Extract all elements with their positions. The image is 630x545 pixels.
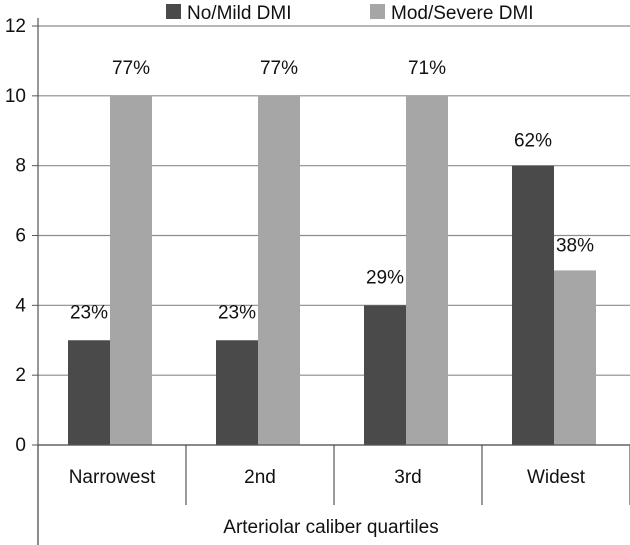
data-label: 38%: [556, 235, 594, 256]
data-labels: 23% 77% 23% 77% 29% 71% 62% 38%: [70, 58, 594, 323]
bar-no-mild: [512, 165, 554, 445]
data-label: 71%: [408, 58, 446, 79]
legend-swatch: [166, 4, 181, 19]
data-label: 77%: [260, 58, 298, 79]
bar-no-mild: [216, 340, 258, 445]
y-tick-label: 12: [5, 16, 26, 37]
y-tick-label: 0: [15, 435, 26, 456]
bar-no-mild: [68, 340, 110, 445]
legend-swatch: [370, 4, 385, 19]
bar-no-mild: [364, 305, 406, 445]
bar-mod-severe: [554, 270, 596, 445]
y-tick-label: 4: [15, 295, 26, 316]
x-category-label: Widest: [527, 467, 586, 488]
bar-mod-severe: [110, 95, 152, 445]
x-category-label: 3rd: [394, 467, 421, 488]
data-label: 62%: [514, 131, 552, 152]
bar-mod-severe: [406, 95, 448, 445]
legend: No/Mild DMI Mod/Severe DMI: [166, 3, 534, 24]
y-tick-label: 2: [15, 365, 26, 386]
bar-mod-severe: [258, 95, 300, 445]
data-label: 23%: [218, 302, 256, 323]
data-label: 29%: [366, 267, 404, 288]
legend-label: Mod/Severe DMI: [391, 3, 534, 24]
data-label: 77%: [112, 58, 150, 79]
x-category-label: Narrowest: [69, 467, 156, 488]
x-axis-title: Arteriolar caliber quartiles: [223, 517, 438, 538]
y-tick-label: 8: [15, 156, 26, 177]
x-category-labels: Narrowest 2nd 3rd Widest: [69, 467, 586, 488]
y-tick-label: 10: [5, 86, 26, 107]
data-label: 23%: [70, 302, 108, 323]
x-category-label: 2nd: [244, 467, 276, 488]
bars: [68, 95, 596, 445]
legend-label: No/Mild DMI: [187, 3, 292, 24]
y-tick-label: 6: [15, 226, 26, 247]
y-tick-labels: 0 2 4 6 8 10 12: [5, 16, 27, 456]
axes: [32, 18, 630, 545]
